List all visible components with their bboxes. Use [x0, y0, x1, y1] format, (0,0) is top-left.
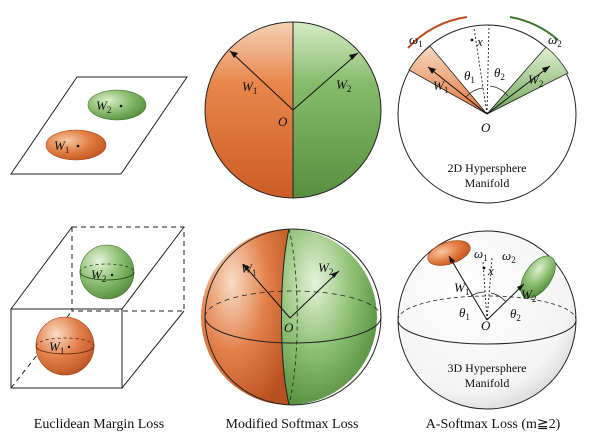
asoftmax-2d-panel: ω1 ω2 x θ1 θ2 W1 W2 O 2D Hypersphere Man… — [397, 16, 577, 204]
theta1-arc — [470, 291, 486, 297]
w2-arrowhead — [542, 66, 550, 73]
hypersphere-3d-line1: 3D Hypersphere — [448, 361, 527, 375]
x-direction — [473, 27, 488, 115]
label-w1: W1 — [454, 280, 469, 297]
label-w1: W1 — [433, 78, 448, 95]
w2-vector — [292, 52, 359, 111]
class2-wedge — [486, 46, 569, 115]
theta2-arc — [489, 85, 509, 97]
label-w1-3d: W1 — [49, 339, 64, 356]
w1-arrowhead — [449, 256, 455, 263]
label-omega1: ω1 — [474, 246, 488, 263]
w2-vector — [289, 270, 340, 319]
caption-euclidean: Euclidean Margin Loss — [34, 417, 164, 432]
class1-cluster — [45, 129, 107, 161]
caption-asoftmax: A-Softmax Loss (m≧2) — [426, 417, 561, 432]
w1-vector — [448, 255, 488, 321]
omega1-arc — [407, 16, 468, 49]
label-theta1: θ1 — [464, 68, 475, 85]
w2-arrowhead — [331, 271, 339, 278]
label-w2: W2 — [528, 72, 543, 89]
center-dot-w2 — [110, 273, 114, 277]
softmax-sphere-left — [201, 229, 289, 405]
sphere-equator-hidden — [79, 263, 135, 273]
label-x: x — [476, 34, 483, 49]
w2-arrowhead — [349, 53, 358, 60]
w1-vector — [229, 50, 294, 111]
theta2-arc — [490, 292, 507, 303]
softmax-2d-panel: W1 W2 O — [204, 21, 382, 199]
euclidean-2d-panel: W2 W1 — [10, 76, 188, 175]
euclidean-plane — [10, 76, 188, 175]
class2-cap — [520, 255, 556, 299]
decision-boundary-meridian — [281, 228, 290, 406]
class1-sphere — [35, 316, 95, 376]
softmax-sphere-right — [281, 229, 377, 405]
label-w2: W2 — [521, 287, 536, 304]
softmax-circle-left — [205, 22, 293, 198]
label-origin: O — [481, 120, 491, 135]
cube-back-face — [71, 226, 185, 312]
cube-edge — [121, 310, 185, 389]
label-w2: W2 — [318, 260, 333, 277]
hypersphere-equator — [397, 319, 577, 345]
hypersphere-2d-line2: Manifold — [465, 176, 510, 190]
x-direction — [482, 260, 488, 321]
w2-arrowhead — [517, 284, 524, 291]
theta1-arc — [465, 87, 484, 98]
hypersphere-2d-line1: 2D Hypersphere — [448, 161, 527, 175]
w1-arrowhead — [230, 51, 238, 58]
center-dot-w1 — [76, 144, 80, 148]
class2-sphere — [79, 244, 135, 300]
sphere-equator — [35, 345, 95, 355]
center-dot-w1 — [67, 345, 71, 349]
softmax-circle-right — [293, 22, 381, 198]
omega2-arc — [509, 16, 559, 41]
label-w2: W2 — [336, 77, 351, 94]
label-theta2: θ2 — [510, 306, 521, 323]
class1-wedge — [408, 45, 488, 115]
bisector — [486, 24, 490, 115]
class1-cap — [427, 240, 471, 266]
asoftmax-3d-panel: ω1 ω2 x W1 W2 θ1 θ2 O 3D Hypersphere Man… — [397, 230, 577, 410]
label-w1: W1 — [241, 261, 256, 278]
label-w2-3d: W2 — [91, 267, 106, 284]
sphere-equator — [79, 271, 135, 281]
hypersphere-equator-hidden — [397, 295, 577, 321]
label-omega1: ω1 — [409, 32, 423, 49]
w1-vector — [242, 263, 291, 319]
label-w1-2d: W1 — [54, 138, 69, 155]
euclidean-3d-panel: W2 W1 — [10, 226, 185, 389]
label-origin: O — [284, 320, 294, 335]
cube-edge — [121, 226, 185, 310]
sphere-equator — [204, 316, 382, 344]
sphere-equator-hidden — [35, 337, 95, 347]
x-point — [470, 38, 474, 42]
label-omega2: ω2 — [548, 32, 562, 49]
label-w2-2d: W2 — [96, 98, 111, 115]
label-theta2: θ2 — [494, 65, 505, 82]
x-point — [482, 266, 486, 270]
label-x: x — [487, 263, 494, 278]
label-theta1: θ1 — [459, 305, 470, 322]
center-dot-w2 — [119, 104, 123, 108]
label-omega2: ω2 — [502, 248, 516, 265]
w1-vector — [427, 66, 488, 115]
label-w1: W1 — [242, 79, 257, 96]
caption-softmax: Modified Softmax Loss — [226, 417, 359, 432]
label-origin: O — [481, 318, 491, 333]
w2-vector — [486, 65, 551, 115]
label-origin: O — [278, 114, 288, 129]
softmax-3d-panel: W1 W2 O — [201, 228, 382, 406]
w1-arrowhead — [243, 264, 250, 271]
w1-arrowhead — [428, 67, 436, 74]
cube-edge — [10, 226, 73, 310]
class2-cluster — [87, 89, 147, 121]
hypersphere-3d-line2: Manifold — [465, 376, 510, 390]
